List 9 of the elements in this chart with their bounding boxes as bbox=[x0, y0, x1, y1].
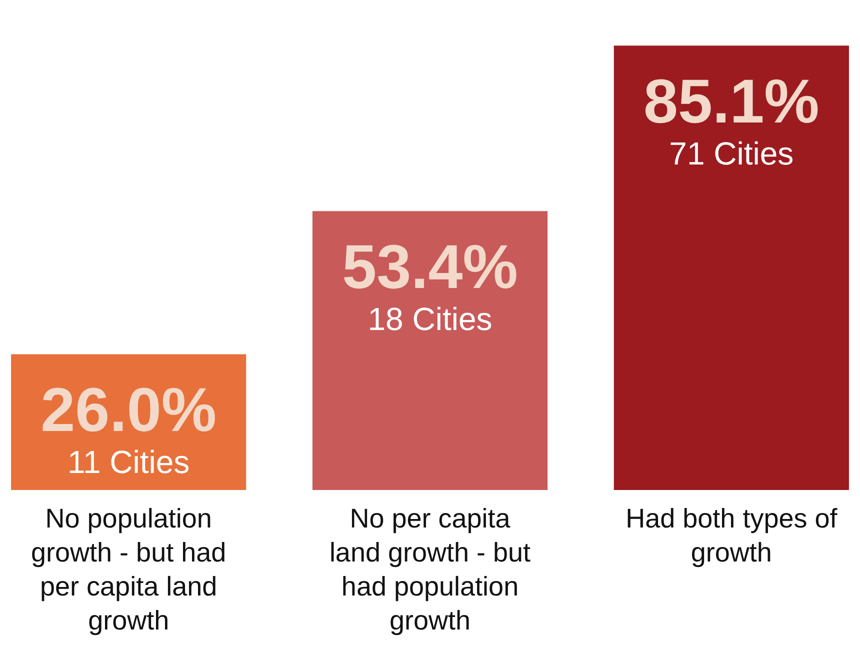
annotation: 18 Cities bbox=[368, 301, 492, 338]
x-tick-label: Had both types of growth bbox=[626, 504, 838, 568]
x-tick-label: No population growth - but had per capita land growth bbox=[31, 504, 226, 636]
data-label: 26.0% bbox=[40, 376, 216, 446]
data-label: 85.1% bbox=[644, 68, 820, 137]
annotation: 11 Cities bbox=[68, 444, 190, 480]
x-tick-label: No per capita land growth - but had population growth bbox=[329, 504, 532, 636]
annotation: 71 Cities bbox=[669, 136, 794, 172]
data-label: 53.4% bbox=[342, 233, 518, 302]
